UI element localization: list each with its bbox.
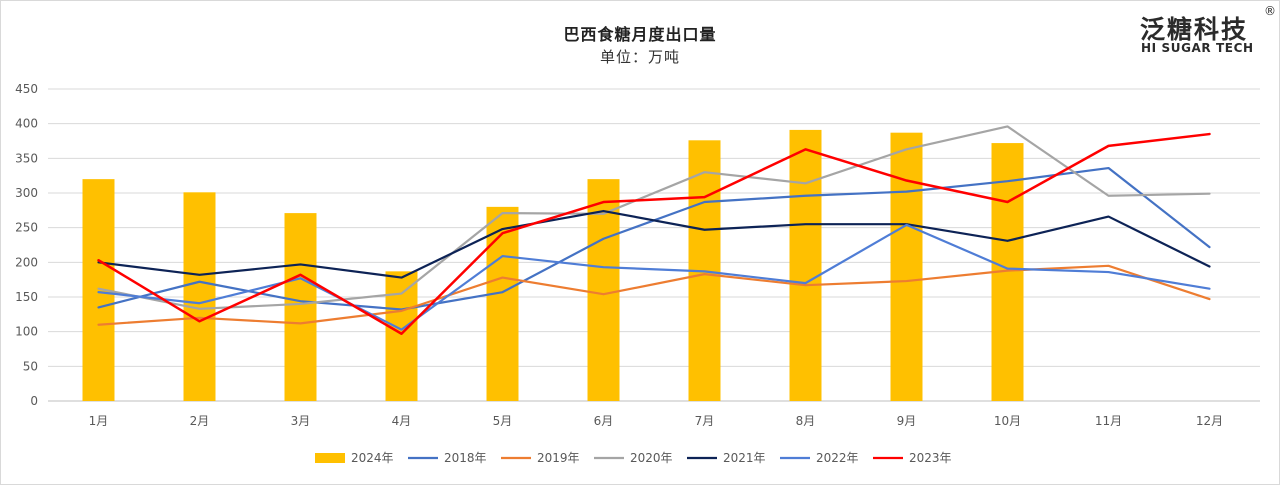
x-tick-label: 3月 [291, 414, 311, 428]
x-tick-label: 6月 [594, 414, 614, 428]
y-tick-label: 50 [23, 359, 38, 373]
logo-chinese-text: 泛糖科技 [1140, 15, 1249, 44]
registered-mark-icon: ® [1264, 4, 1276, 18]
logo-english-text: HI SUGAR TECH [1141, 41, 1254, 55]
x-tick-label: 2月 [190, 414, 210, 428]
legend-label: 2019年 [537, 451, 580, 465]
brand-logo: 泛糖科技 HI SUGAR TECH ® [1140, 4, 1276, 58]
y-tick-label: 100 [15, 325, 38, 339]
bar [789, 129, 822, 401]
x-tick-label: 12月 [1196, 414, 1223, 428]
legend-label: 2021年 [723, 451, 766, 465]
legend-label: 2023年 [909, 451, 952, 465]
y-tick-label: 200 [15, 255, 38, 269]
series-line [97, 166, 1211, 311]
bar [385, 271, 418, 401]
series-line [97, 209, 1211, 279]
series-line [97, 125, 1211, 310]
bar [890, 132, 923, 401]
y-tick-label: 250 [15, 221, 38, 235]
series-line [97, 223, 1211, 331]
y-tick-label: 0 [30, 394, 38, 408]
chart-subtitle: 单位：万吨 [599, 48, 680, 66]
x-tick-label: 10月 [994, 414, 1021, 428]
legend-label: 2020年 [630, 451, 673, 465]
x-tick-label: 11月 [1095, 414, 1122, 428]
y-tick-label: 400 [15, 117, 38, 131]
bar [284, 213, 317, 401]
y-tick-label: 450 [15, 82, 38, 96]
legend-label: 2018年 [444, 451, 487, 465]
legend-swatch [315, 453, 345, 463]
chart-title: 巴西食糖月度出口量 [563, 25, 717, 44]
x-tick-label: 1月 [89, 414, 109, 428]
bar [486, 206, 519, 401]
y-tick-label: 300 [15, 186, 38, 200]
x-tick-label: 4月 [392, 414, 412, 428]
x-tick-label: 7月 [695, 414, 715, 428]
legend-label: 2024年 [351, 451, 394, 465]
bar [183, 192, 216, 401]
x-tick-label: 5月 [493, 414, 513, 428]
legend-label: 2022年 [816, 451, 859, 465]
x-tick-label: 8月 [796, 414, 816, 428]
y-tick-label: 150 [15, 290, 38, 304]
series-line [97, 132, 1211, 335]
bar [587, 179, 620, 401]
y-tick-label: 350 [15, 151, 38, 165]
x-tick-label: 9月 [897, 414, 917, 428]
